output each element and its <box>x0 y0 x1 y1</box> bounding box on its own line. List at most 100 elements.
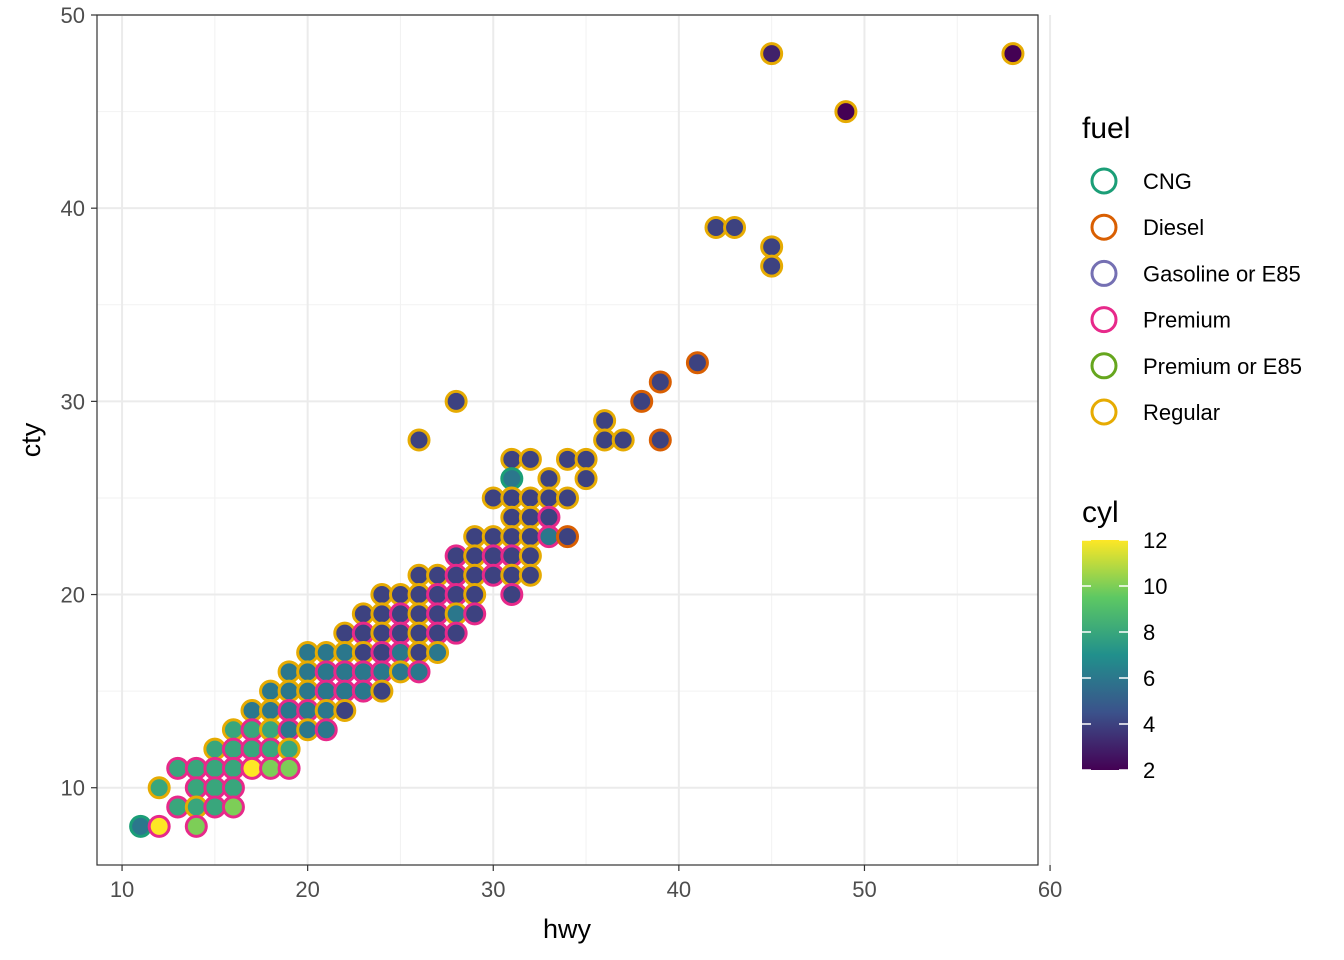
x-tick-label: 50 <box>852 877 876 902</box>
data-point <box>407 583 431 607</box>
fuel-legend-label: Premium or E85 <box>1143 354 1302 379</box>
cyl-tick-label: 2 <box>1143 758 1155 783</box>
data-point <box>203 776 227 800</box>
data-point <box>314 641 338 664</box>
data-point <box>351 660 375 684</box>
data-point <box>426 641 450 664</box>
data-point <box>481 544 505 568</box>
data-point <box>370 583 394 607</box>
data-point <box>351 679 375 703</box>
y-axis: 10 20 30 40 50 <box>61 3 97 801</box>
data-point <box>481 486 505 510</box>
data-point <box>648 428 672 452</box>
data-point <box>500 583 524 607</box>
data-point <box>370 621 394 645</box>
data-point <box>611 428 635 452</box>
data-point <box>221 795 245 819</box>
data-point <box>518 505 542 529</box>
data-point <box>333 698 357 722</box>
data-point <box>221 718 245 742</box>
data-point <box>444 583 468 607</box>
cyl-legend-title: cyl <box>1082 496 1119 529</box>
data-point <box>184 776 208 800</box>
data-point <box>259 698 283 722</box>
data-point <box>333 641 357 664</box>
data-point <box>407 563 431 587</box>
data-point <box>388 641 412 664</box>
data-point <box>407 641 431 664</box>
data-point <box>166 756 190 780</box>
data-point <box>760 42 784 66</box>
data-point <box>277 660 301 684</box>
data-point <box>259 718 283 742</box>
data-point <box>296 660 320 684</box>
data-point <box>277 698 301 722</box>
cyl-tick-label: 4 <box>1143 712 1155 737</box>
data-point <box>333 679 357 703</box>
data-point <box>518 563 542 587</box>
data-point <box>370 602 394 626</box>
data-point <box>518 486 542 510</box>
cyl-tick-label: 10 <box>1143 574 1167 599</box>
fuel-legend-label: Diesel <box>1143 215 1204 240</box>
data-point <box>184 795 208 819</box>
data-point <box>351 602 375 626</box>
fuel-legend-title: fuel <box>1082 112 1130 145</box>
plot-panel <box>96 14 1052 866</box>
cyl-colorbar <box>1082 540 1128 770</box>
data-point <box>388 602 412 626</box>
data-point <box>630 389 654 413</box>
data-point <box>834 100 858 124</box>
data-point <box>184 756 208 780</box>
data-point <box>537 467 561 491</box>
data-point <box>444 602 468 626</box>
data-point <box>426 563 450 587</box>
data-point <box>463 583 487 607</box>
data-point <box>314 660 338 684</box>
data-point <box>593 428 617 452</box>
data-point <box>203 795 227 819</box>
x-tick-label: 40 <box>667 877 691 902</box>
data-point <box>426 583 450 607</box>
y-tick-label: 30 <box>61 389 85 414</box>
fuel-legend-key <box>1090 259 1118 287</box>
data-point <box>296 679 320 703</box>
data-point <box>463 602 487 626</box>
data-point <box>593 409 617 433</box>
data-point <box>500 486 524 510</box>
cyl-tick-label: 8 <box>1143 620 1155 645</box>
data-point <box>184 814 208 838</box>
data-point <box>221 776 245 800</box>
data-point <box>556 447 579 471</box>
x-tick-label: 20 <box>295 877 319 902</box>
data-point <box>426 602 450 626</box>
data-point <box>240 756 264 780</box>
fuel-legend-label: Premium <box>1143 308 1231 333</box>
data-point <box>500 447 524 471</box>
data-point <box>760 235 784 259</box>
data-point <box>221 756 245 780</box>
fuel-legend-key <box>1090 167 1118 195</box>
data-point <box>314 679 338 703</box>
data-point <box>351 621 375 645</box>
fuel-legend-items: CNG Diesel Gasoline or E85 Premium Premium o… <box>1090 167 1302 426</box>
x-tick-label: 60 <box>1038 877 1062 902</box>
data-point <box>388 583 412 607</box>
data-point <box>203 756 227 780</box>
data-point <box>147 814 171 838</box>
data-point <box>221 737 245 761</box>
y-tick-label: 40 <box>61 196 85 221</box>
data-point <box>574 467 598 491</box>
x-tick-label: 10 <box>110 877 134 902</box>
data-point <box>240 698 264 722</box>
y-axis-title: cty <box>16 422 46 457</box>
data-point <box>147 776 171 800</box>
data-point <box>240 737 264 761</box>
data-point <box>537 525 561 549</box>
data-point <box>537 505 561 529</box>
data-point <box>537 486 561 510</box>
data-point <box>760 254 784 278</box>
data-point <box>407 660 431 684</box>
fuel-legend-key <box>1090 306 1118 334</box>
